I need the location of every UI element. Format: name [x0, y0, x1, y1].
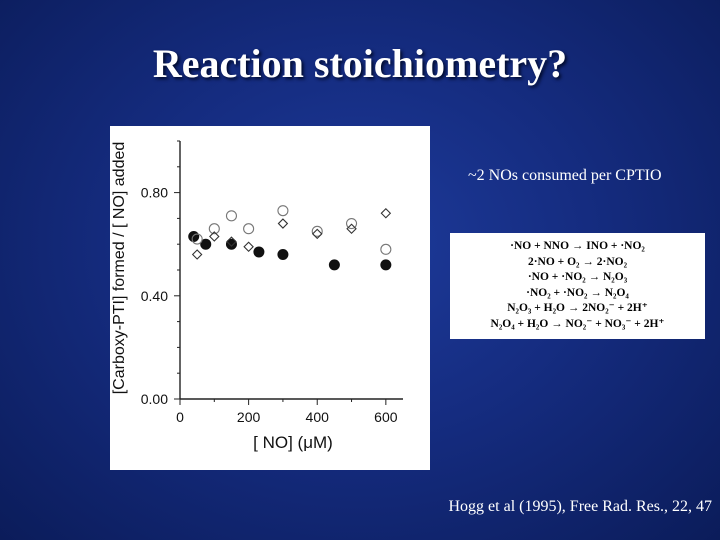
open-diamond-point	[226, 236, 237, 247]
open-circle-point	[277, 205, 289, 217]
filled-circle-point	[253, 246, 265, 258]
equation-line: 2·NO + O₂ → 2·NO₂	[527, 255, 628, 268]
open-circle-point	[380, 243, 392, 255]
x-tick-label: 600	[374, 409, 398, 425]
chart-marks	[188, 205, 392, 271]
y-tick-label: 0.00	[141, 391, 168, 407]
open-circle-point	[208, 223, 220, 235]
open-circle-point	[345, 218, 358, 230]
filled-circle-point	[188, 230, 200, 242]
open-diamond-point	[191, 249, 203, 260]
open-circle-point	[191, 233, 203, 245]
x-axis-label: [ NO] (μM)	[253, 433, 333, 452]
reaction-equations-panel: ·NO + NNO → INO + ·NO₂ 2·NO + O₂ → 2·NO₂…	[450, 233, 705, 339]
stoichiometry-note: ~2 NOs consumed per CPTIO	[468, 167, 662, 184]
open-diamond-point	[209, 231, 220, 242]
filled-circle-point	[225, 238, 237, 250]
y-tick-label: 0.80	[141, 185, 168, 201]
equation-line: N₂O₄ + H₂O → NO₂⁻ + NO₃⁻ + 2H⁺	[490, 317, 665, 330]
open-diamond-point	[277, 218, 289, 229]
x-tick-label: 400	[306, 409, 330, 425]
y-axis-label: [Carboxy-PTI] formed / [ NO] added	[111, 142, 128, 395]
filled-circle-point	[328, 259, 340, 271]
open-diamond-point	[311, 228, 323, 240]
slide-title: Reaction stoichiometry?	[152, 41, 568, 86]
open-circle-point	[243, 223, 255, 235]
equation-line: ·NO + ·NO₂ → N₂O₃	[527, 271, 628, 283]
scatter-chart-panel: 0.00 0.40 0.80 0 200 400 600 [Carboxy-PTI] for…	[110, 126, 430, 470]
equation-line: N₂O₃ + H₂O → 2NO₂⁻ + 2H⁺	[507, 302, 648, 314]
equation-line: ·NO + NNO → INO + ·NO₂	[510, 240, 645, 252]
filled-circle-point	[380, 259, 392, 271]
open-diamond-point	[243, 241, 254, 253]
x-tick-label: 0	[176, 409, 184, 425]
filled-circle-point	[277, 249, 289, 261]
citation: Hogg et al (1995), Free Rad. Res., 22, 4…	[448, 498, 712, 515]
open-diamond-point	[380, 207, 392, 219]
open-circle-point	[311, 225, 323, 237]
open-diamond-point	[346, 223, 357, 234]
filled-circle-point	[200, 238, 212, 250]
y-tick-label: 0.40	[141, 288, 168, 304]
x-tick-label: 200	[237, 409, 261, 425]
equation-line: ·NO₂ + ·NO₂ → N₂O₄	[526, 286, 629, 299]
chart-axes: 0.00 0.40 0.80 0 200 400 600	[141, 140, 403, 425]
open-circle-point	[225, 210, 238, 222]
scatter-chart: 0.00 0.40 0.80 0 200 400 600 [Carboxy-PTI] for…	[111, 140, 403, 452]
